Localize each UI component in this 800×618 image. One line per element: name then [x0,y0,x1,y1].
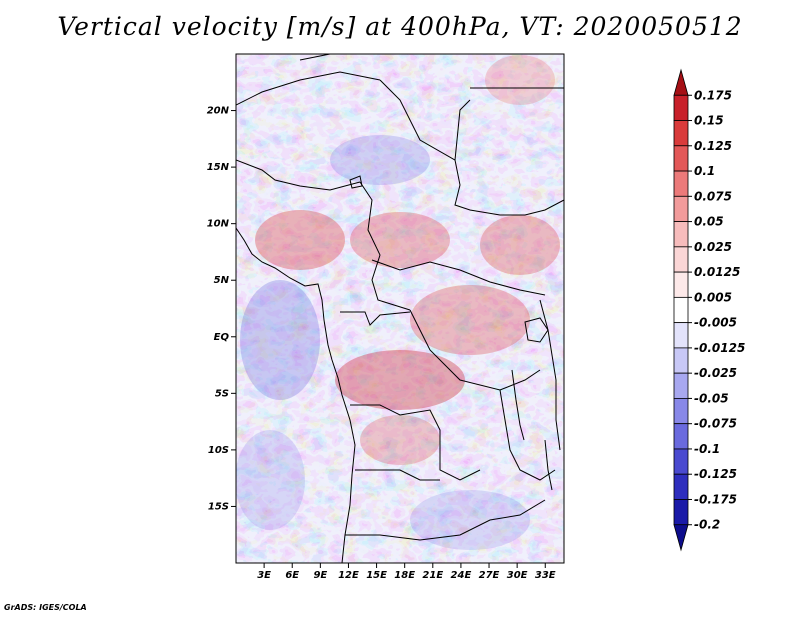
colorbar-swatch [673,120,689,147]
latitude-axis: 20N 15N 10N 5N EQ 5S 10S 15S [207,106,236,512]
border-segment [236,71,381,106]
lat-tick-label: 15S [208,501,229,512]
lat-tick-label: 15N [207,162,230,173]
lon-tick-label: 12E [338,570,359,581]
map-frame [235,53,565,564]
colorbar-swatch [673,322,689,349]
colorbar: 0.175 0.15 0.125 0.1 0.075 0.05 0.025 0.0125 0.0… [673,68,745,552]
colorbar-label: -0.075 [694,417,737,431]
lat-tick-label: 10S [208,445,229,456]
border-segment [355,469,440,481]
colorbar-swatch [673,271,689,298]
colorbar-label: 0.175 [694,88,732,102]
colorbar-swatch [673,347,689,374]
lake-victoria [524,317,549,343]
lat-tick-label: 5N [214,275,230,286]
lake-malawi [544,439,553,491]
plot-title: Vertical velocity [m/s] at 400hPa, VT: 2… [57,12,743,41]
colorbar-label: 0.025 [694,240,732,254]
lake-tanganyika [511,369,525,441]
colorbar-label: 0.125 [694,139,732,153]
colorbar-swatch [673,94,689,121]
colorbar-label: 0.075 [694,189,732,203]
credit-text: GrADS: IGES/COLA [4,603,87,612]
colorbar-label: 0.1 [694,164,715,178]
border-segment [499,389,556,481]
lon-tick-label: 27E [479,570,500,581]
border-segment [350,404,481,481]
colorbar-swatch [673,499,689,526]
lon-tick-label: 33E [535,570,556,581]
colorbar-label: -0.175 [694,492,737,506]
lon-tick-label: 18E [394,570,415,581]
border-segment [340,311,411,326]
colorbar-bottom-arrow [673,524,689,552]
border-segment [379,79,471,161]
lat-tick-label: 10N [207,219,230,230]
colorbar-swatch [673,296,689,324]
border-segment [345,499,546,541]
lon-tick-label: 6E [285,570,299,581]
longitude-axis: 3E 6E 9E 12E 15E 18E 21E 24E 27E 30E 33E [257,563,556,581]
lat-tick-label: 20N [207,106,230,117]
lake-chad [349,175,363,189]
lat-tick-label: 5S [215,388,229,399]
border-segment [359,181,411,311]
colorbar-label: 0.05 [694,215,724,229]
lon-tick-label: 30E [507,570,528,581]
lon-tick-label: 9E [313,570,327,581]
lon-tick-label: 3E [257,570,271,581]
border-segment [371,259,546,296]
colorbar-swatch [673,372,689,399]
colorbar-swatch [673,448,689,475]
lon-tick-label: 15E [366,570,387,581]
colorbar-label: -0.2 [694,518,720,532]
lat-tick-label: EQ [214,332,230,343]
colorbar-label: -0.125 [694,467,737,481]
border-segment [539,299,561,451]
colorbar-label: -0.05 [694,391,729,405]
colorbar-swatch [673,170,689,197]
colorbar-swatch [673,423,689,450]
border-segment [409,309,541,391]
colorbar-swatch [673,195,689,222]
border-segment [236,159,361,191]
lon-tick-label: 21E [422,570,443,581]
colorbar-swatch [673,473,689,500]
border-segment [454,159,564,216]
colorbar-swatch [673,398,689,425]
colorbar-label: 0.15 [694,114,724,128]
colorbar-label: 0.005 [694,290,732,304]
west-africa-coastline [236,227,356,563]
colorbar-swatch [673,221,689,248]
velocity-field [236,54,564,563]
colorbar-label: -0.005 [694,316,737,330]
colorbar-label: -0.0125 [694,341,745,355]
border-segment [299,54,331,61]
colorbar-label: -0.1 [694,442,720,456]
colorbar-swatch [673,246,689,273]
colorbar-label: 0.0125 [694,265,740,279]
lon-tick-label: 24E [451,570,472,581]
colorbar-top-arrow [673,68,689,96]
colorbar-label: -0.025 [694,366,737,380]
colorbar-swatch [673,145,689,172]
coastlines-borders [236,54,564,563]
